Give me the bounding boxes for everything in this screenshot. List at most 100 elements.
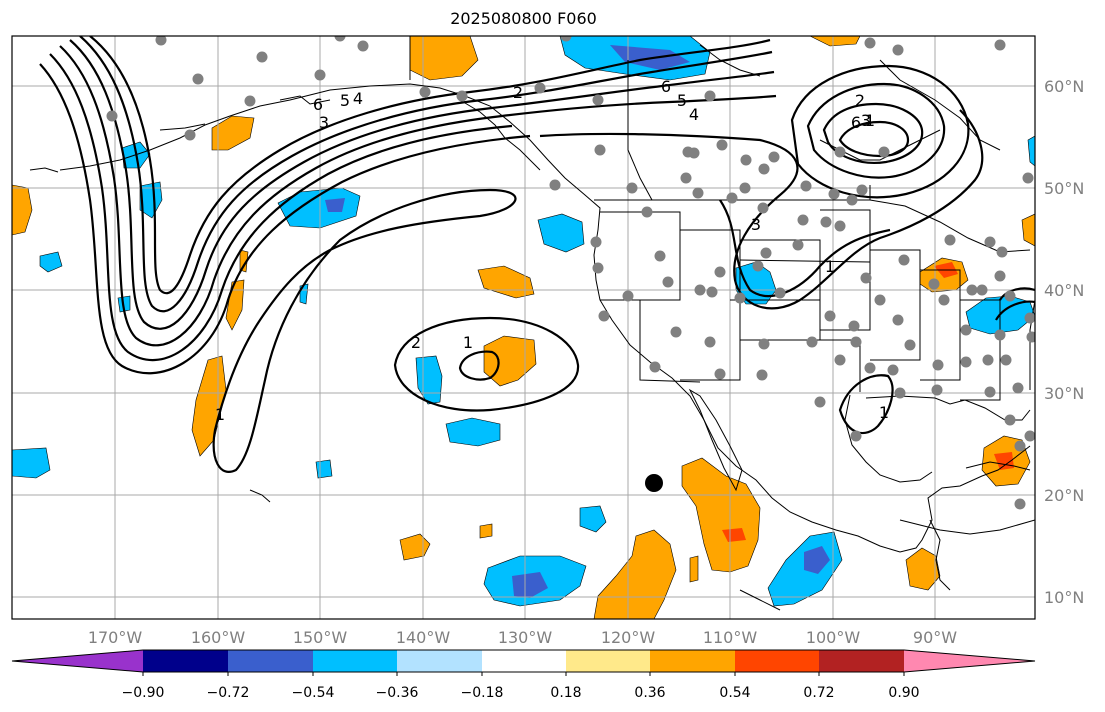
colorbar bbox=[11, 649, 1036, 673]
station-dot bbox=[860, 272, 872, 284]
station-dot bbox=[592, 262, 604, 274]
colorbar-segment bbox=[313, 650, 397, 672]
station-dot bbox=[1026, 331, 1035, 343]
map-frame bbox=[11, 35, 1036, 620]
station-dot bbox=[726, 192, 738, 204]
station-dot bbox=[680, 172, 692, 184]
contour-label: 2 bbox=[411, 333, 421, 352]
colorbar-tick-label: 0.90 bbox=[888, 685, 919, 701]
longitude-tick-label: 110°W bbox=[703, 628, 758, 647]
station-dot bbox=[739, 182, 751, 194]
station-dot bbox=[662, 276, 674, 288]
colorbar-segment bbox=[735, 650, 819, 672]
latitude-tick-label: 10°N bbox=[1044, 588, 1084, 607]
contour-label: 3 bbox=[751, 215, 761, 234]
station-dot bbox=[757, 202, 769, 214]
station-markers bbox=[106, 36, 1035, 510]
contour-label: 3 bbox=[861, 111, 871, 130]
station-dot bbox=[966, 284, 978, 296]
station-dot bbox=[898, 254, 910, 266]
station-dot bbox=[155, 36, 167, 46]
station-dot bbox=[904, 339, 916, 351]
station-dot bbox=[756, 369, 768, 381]
station-dot bbox=[244, 95, 256, 107]
station-dot bbox=[834, 146, 846, 158]
colorbar-tick-label: 0.54 bbox=[719, 685, 750, 701]
station-dot bbox=[456, 90, 468, 102]
station-dot bbox=[419, 86, 431, 98]
station-dot bbox=[714, 266, 726, 278]
colorbar-segment bbox=[482, 650, 566, 672]
station-dot bbox=[590, 236, 602, 248]
latitude-tick-label: 50°N bbox=[1044, 179, 1084, 198]
station-dot bbox=[704, 90, 716, 102]
longitude-tick-label: 140°W bbox=[396, 628, 451, 647]
station-dot bbox=[814, 396, 826, 408]
station-dot bbox=[856, 184, 868, 196]
station-dot bbox=[1012, 382, 1024, 394]
contour-label: 6 bbox=[851, 113, 861, 132]
station-dot bbox=[1024, 430, 1035, 442]
colorbar-tick-label: 0.72 bbox=[803, 685, 834, 701]
station-dot bbox=[334, 36, 346, 42]
station-dot bbox=[598, 310, 610, 322]
latitude-tick-label: 40°N bbox=[1044, 281, 1084, 300]
station-dot bbox=[704, 336, 716, 348]
station-dot bbox=[994, 329, 1006, 341]
colorbar-tick-label: −0.72 bbox=[207, 685, 250, 701]
colorbar-segment bbox=[819, 650, 904, 672]
station-dot bbox=[864, 37, 876, 49]
contour-label: 3 bbox=[319, 113, 329, 132]
longitude-tick-label: 90°W bbox=[913, 628, 957, 647]
station-dot bbox=[834, 220, 846, 232]
latitude-tick-label: 30°N bbox=[1044, 384, 1084, 403]
contour-label: 4 bbox=[353, 89, 363, 108]
station-dot bbox=[834, 354, 846, 366]
station-dot bbox=[820, 216, 832, 228]
station-dot bbox=[828, 188, 840, 200]
station-dot bbox=[931, 384, 943, 396]
station-dot bbox=[774, 287, 786, 299]
station-dot bbox=[357, 40, 369, 52]
colorbar-segment bbox=[143, 650, 228, 672]
station-dot bbox=[560, 36, 572, 42]
station-dot bbox=[184, 129, 196, 141]
station-dot bbox=[960, 356, 972, 368]
station-dot bbox=[622, 290, 634, 302]
station-dot bbox=[740, 154, 752, 166]
colorbar-segment bbox=[650, 650, 735, 672]
station-dot bbox=[1004, 414, 1016, 426]
station-dot bbox=[106, 110, 118, 122]
contour-label: 1 bbox=[463, 333, 473, 352]
longitude-tick-label: 100°W bbox=[806, 628, 861, 647]
station-dot bbox=[976, 284, 988, 296]
station-dot bbox=[626, 182, 638, 194]
longitude-tick-label: 160°W bbox=[191, 628, 246, 647]
station-dot bbox=[892, 44, 904, 56]
station-dot bbox=[984, 386, 996, 398]
station-dot bbox=[792, 239, 804, 251]
station-dot bbox=[768, 151, 780, 163]
station-dot bbox=[996, 246, 1008, 258]
station-dot bbox=[688, 147, 700, 159]
colorbar-tick-label: 0.36 bbox=[634, 685, 665, 701]
contour-label: 5 bbox=[340, 91, 350, 110]
station-dot bbox=[938, 294, 950, 306]
longitude-tick-label: 120°W bbox=[601, 628, 656, 647]
station-dot bbox=[716, 139, 728, 151]
station-dot bbox=[846, 194, 858, 206]
station-dot bbox=[797, 214, 809, 226]
station-dot bbox=[932, 359, 944, 371]
station-dot bbox=[806, 336, 818, 348]
station-dot bbox=[758, 163, 770, 175]
station-dot bbox=[752, 260, 764, 272]
station-dot bbox=[256, 51, 268, 63]
longitude-tick-labels: 170°W 160°W 150°W 140°W 130°W 120°W 110°W 100°W… bbox=[88, 628, 957, 647]
station-dot bbox=[654, 250, 666, 262]
station-dot bbox=[694, 284, 706, 296]
colorbar-tick-labels: −0.90 −0.72 −0.54 −0.36 −0.18 0.18 0.36 0.54 0.7… bbox=[122, 672, 920, 701]
contour-label: 2 bbox=[855, 91, 865, 110]
station-dot bbox=[878, 146, 890, 158]
